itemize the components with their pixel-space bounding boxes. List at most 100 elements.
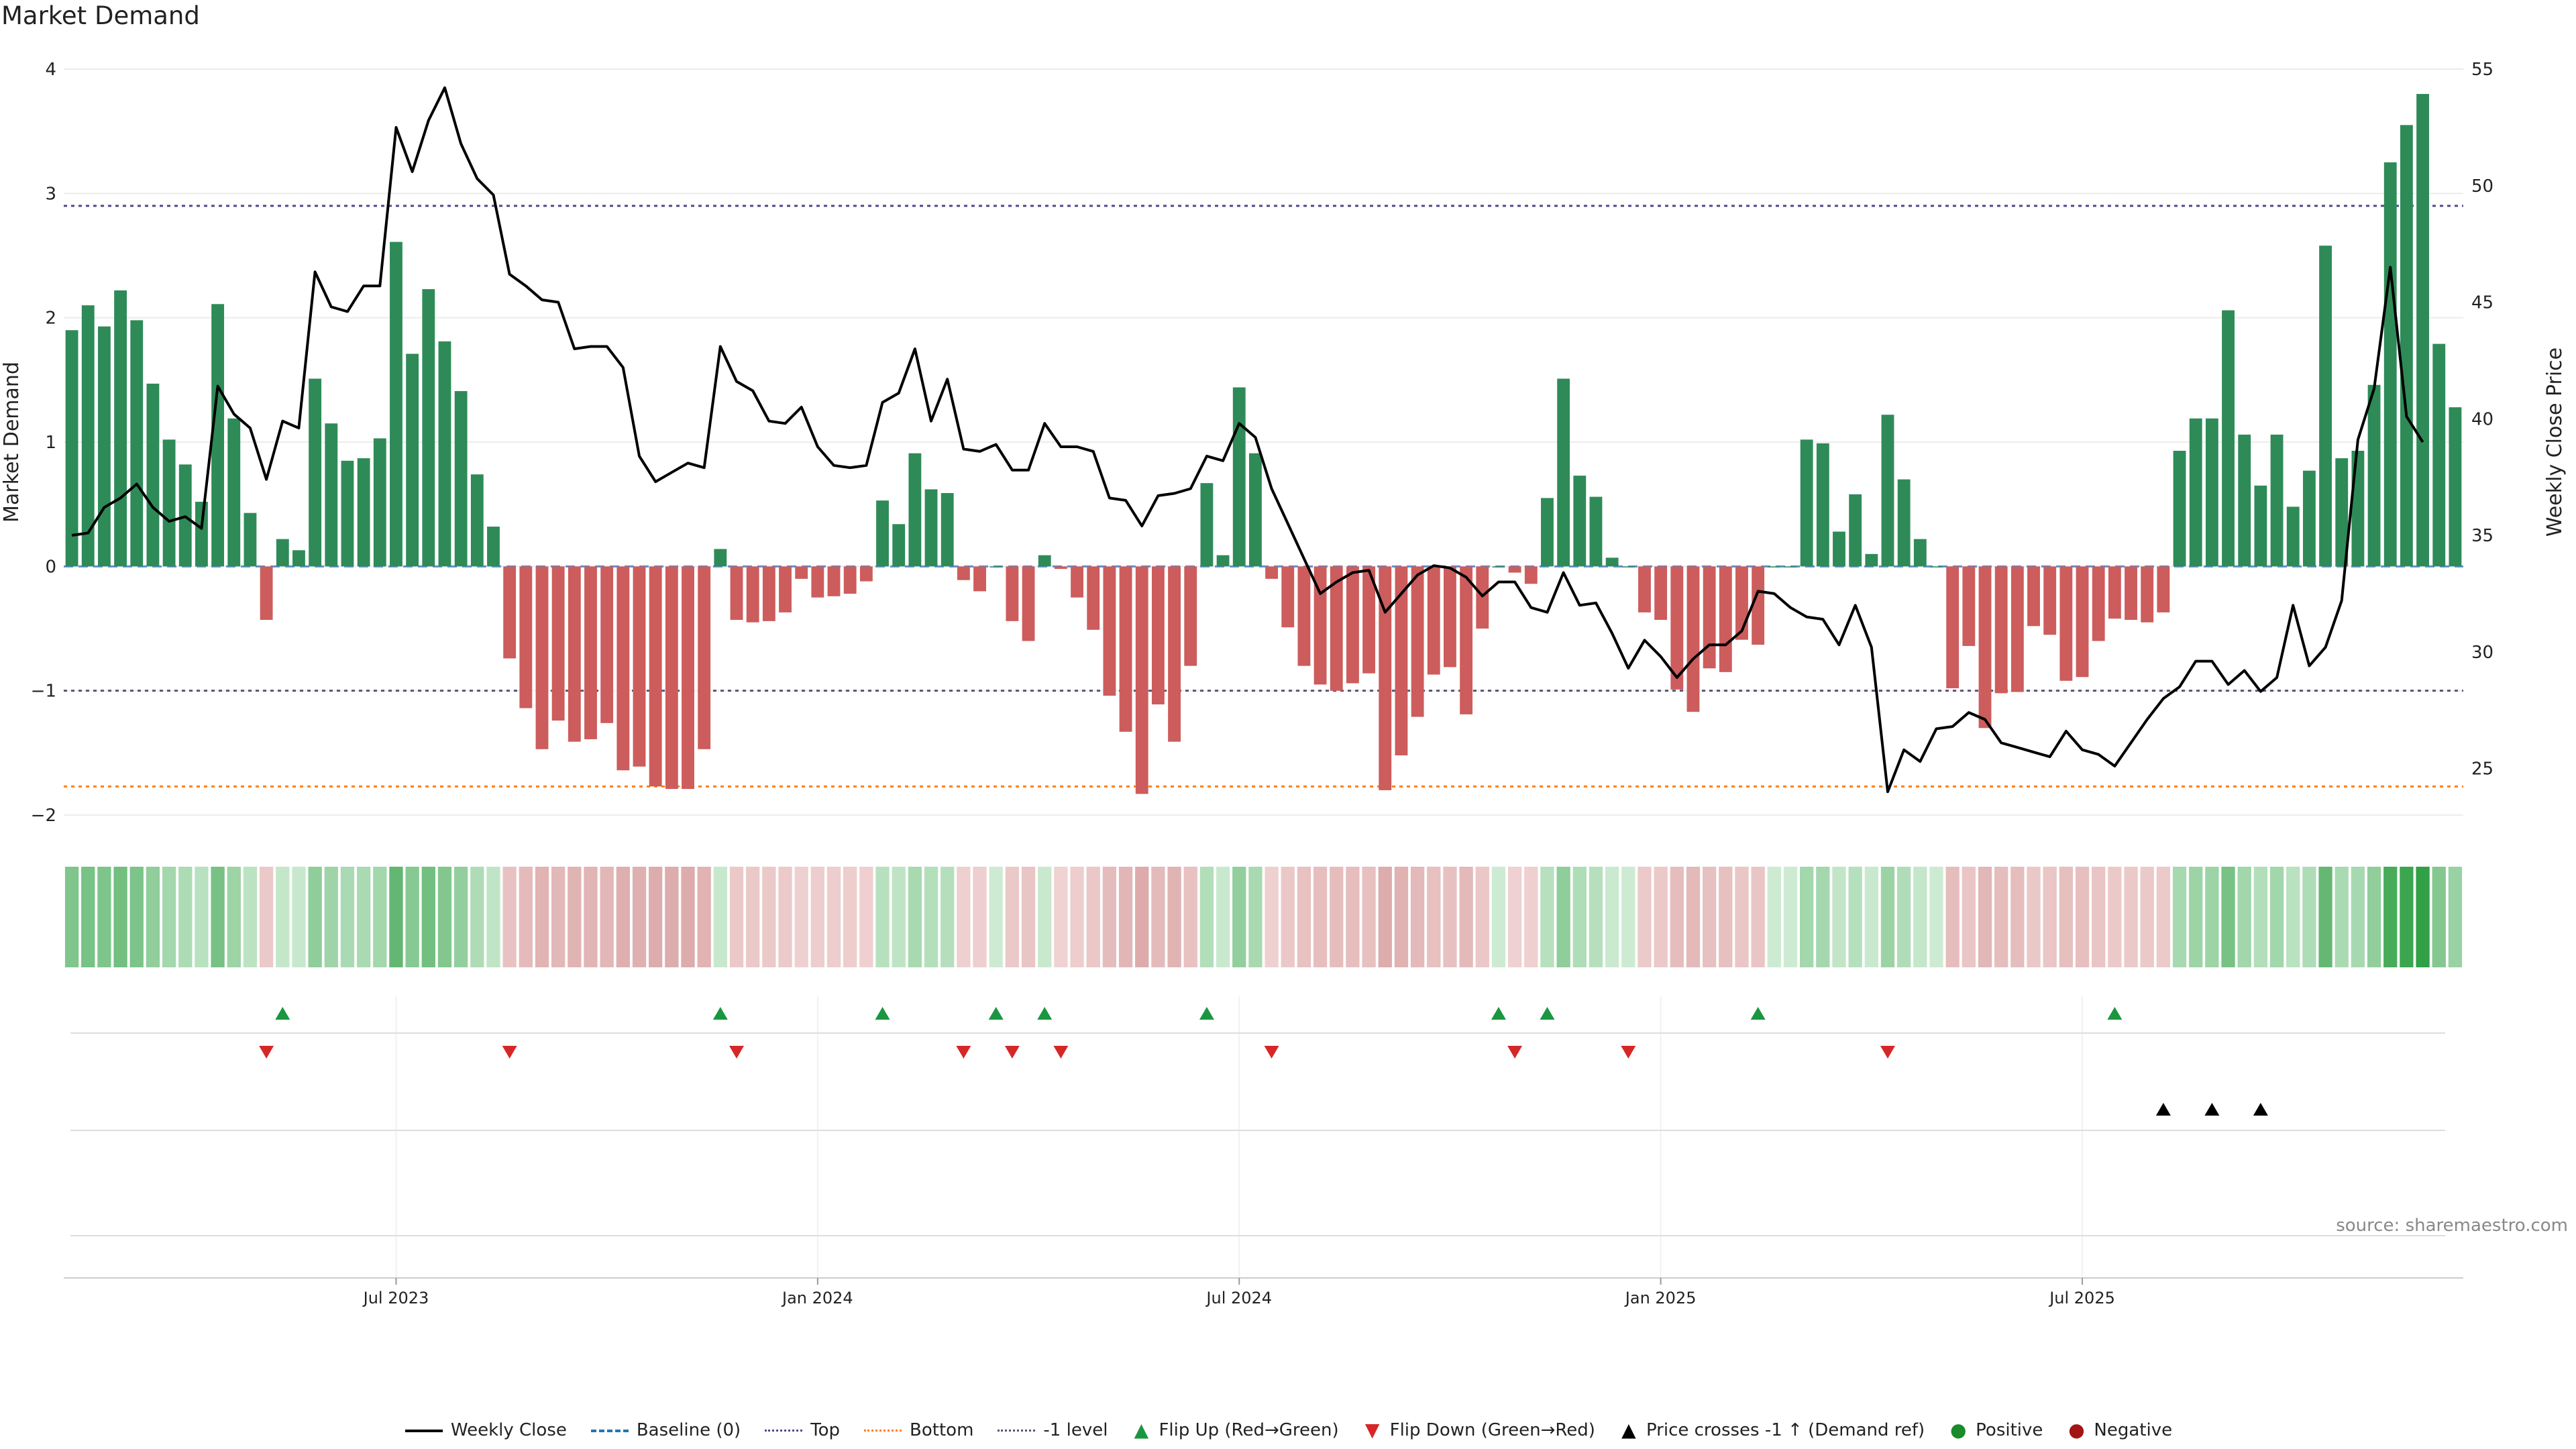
positive-bar	[2416, 94, 2430, 567]
price-cross-marker	[2204, 1103, 2220, 1116]
heat-cell	[762, 867, 776, 967]
positive-bar	[1605, 557, 1619, 567]
heat-cell	[1313, 867, 1328, 967]
negative-bar	[1006, 566, 1019, 621]
heat-cell	[1265, 867, 1279, 967]
heat-cell	[1945, 867, 1960, 967]
flip-up-marker	[1037, 1007, 1053, 1020]
positive-bar	[65, 330, 78, 567]
y2-tick-label: 45	[2471, 293, 2493, 313]
heat-cell	[697, 867, 711, 967]
heat-cell	[2027, 867, 2041, 967]
positive-bar	[2367, 384, 2381, 567]
positive-bar	[2449, 407, 2462, 567]
heat-cell	[2400, 867, 2414, 967]
heat-cell	[1783, 867, 1798, 967]
heat-cell	[243, 867, 258, 967]
heat-cell	[713, 867, 727, 967]
heat-cell	[1443, 867, 1457, 967]
y-tick-label: 3	[45, 184, 56, 204]
positive-bar	[989, 566, 1003, 568]
legend-label: Baseline (0)	[636, 1420, 741, 1440]
heat-cell	[746, 867, 760, 967]
positive-bar	[2189, 418, 2202, 567]
price-line-layer	[71, 86, 2424, 794]
flip-down-marker	[259, 1046, 274, 1059]
legend-label: Weekly Close	[450, 1420, 567, 1440]
positive-bar	[924, 489, 938, 567]
heat-cell	[1118, 867, 1133, 967]
positive-bar	[81, 305, 95, 567]
positive-bar	[714, 549, 727, 567]
negative-bar	[1460, 566, 1473, 714]
heat-cell	[1913, 867, 1927, 967]
positive-bar	[2286, 506, 2300, 567]
legend-label: Bottom	[910, 1420, 974, 1440]
heat-cell	[1605, 867, 1619, 967]
heat-cell	[1962, 867, 1976, 967]
positive-bar	[390, 241, 402, 567]
positive-bar	[2335, 458, 2349, 567]
negative-bar	[1670, 566, 1684, 690]
negative-bar	[859, 566, 873, 582]
heat-cell	[632, 867, 647, 967]
heat-cell	[2432, 867, 2446, 967]
negative-bar	[1346, 566, 1359, 684]
heat-cell	[1556, 867, 1570, 967]
heat-cell	[1054, 867, 1068, 967]
positive-bar	[406, 354, 419, 567]
heat-cell	[1638, 867, 1652, 967]
heat-cell	[1491, 867, 1506, 967]
positive-bar	[2238, 434, 2251, 567]
legend-minus1: -1 level	[996, 1420, 1108, 1440]
positive-bar	[2432, 343, 2446, 567]
heat-cell	[1475, 867, 1489, 967]
legend-flip-up: ▲ Flip Up (Red→Green)	[1130, 1420, 1339, 1440]
negative-bar	[1379, 566, 1392, 790]
heat-cell	[64, 867, 79, 967]
heat-cell	[681, 867, 695, 967]
negative-bar	[1444, 566, 1456, 667]
positive-bar	[876, 500, 889, 567]
positive-bar	[941, 492, 954, 567]
positive-bar	[146, 383, 160, 567]
positive-bar	[1816, 443, 1829, 567]
y-axis-title: Market Demand	[0, 362, 23, 523]
heat-cell	[892, 867, 906, 967]
flip-up-marker	[875, 1007, 890, 1020]
negative-bar	[1962, 566, 1976, 646]
demand-bars	[65, 94, 2462, 794]
negative-bar	[535, 566, 549, 749]
positive-bar	[2173, 450, 2186, 567]
legend-negative: ● Negative	[2065, 1420, 2172, 1440]
heat-cell	[2043, 867, 2057, 967]
negative-bar	[1476, 566, 1489, 629]
heat-cell	[1038, 867, 1052, 967]
positive-bar	[357, 458, 370, 567]
positive-bar	[908, 453, 922, 567]
negative-bar	[1395, 566, 1408, 756]
legend-label: Negative	[2094, 1420, 2173, 1440]
positive-bar	[373, 438, 386, 567]
positive-bar	[2400, 125, 2413, 567]
flip-down-marker	[502, 1046, 517, 1059]
negative-bar	[1330, 566, 1343, 691]
positive-bar	[341, 460, 354, 567]
heat-cell	[2205, 867, 2219, 967]
heat-cell	[324, 867, 338, 967]
heat-cell	[1880, 867, 1895, 967]
heat-cell	[437, 867, 452, 967]
heat-cell	[2189, 867, 2203, 967]
negative-bar	[2125, 566, 2137, 621]
negative-bar	[633, 566, 646, 767]
negative-bar	[1168, 566, 1181, 742]
x-axis: Jul 2023 Jan 2024 Jul 2024 Jan 2025 Jul 2025	[64, 1277, 2463, 1307]
heat-cell	[535, 867, 549, 967]
flip-up-marker	[988, 1007, 1004, 1020]
positive-bar	[195, 501, 208, 567]
negative-bar	[1087, 566, 1100, 630]
negative-bar	[1313, 566, 1327, 685]
heat-cell	[2334, 867, 2349, 967]
heat-cell	[356, 867, 371, 967]
